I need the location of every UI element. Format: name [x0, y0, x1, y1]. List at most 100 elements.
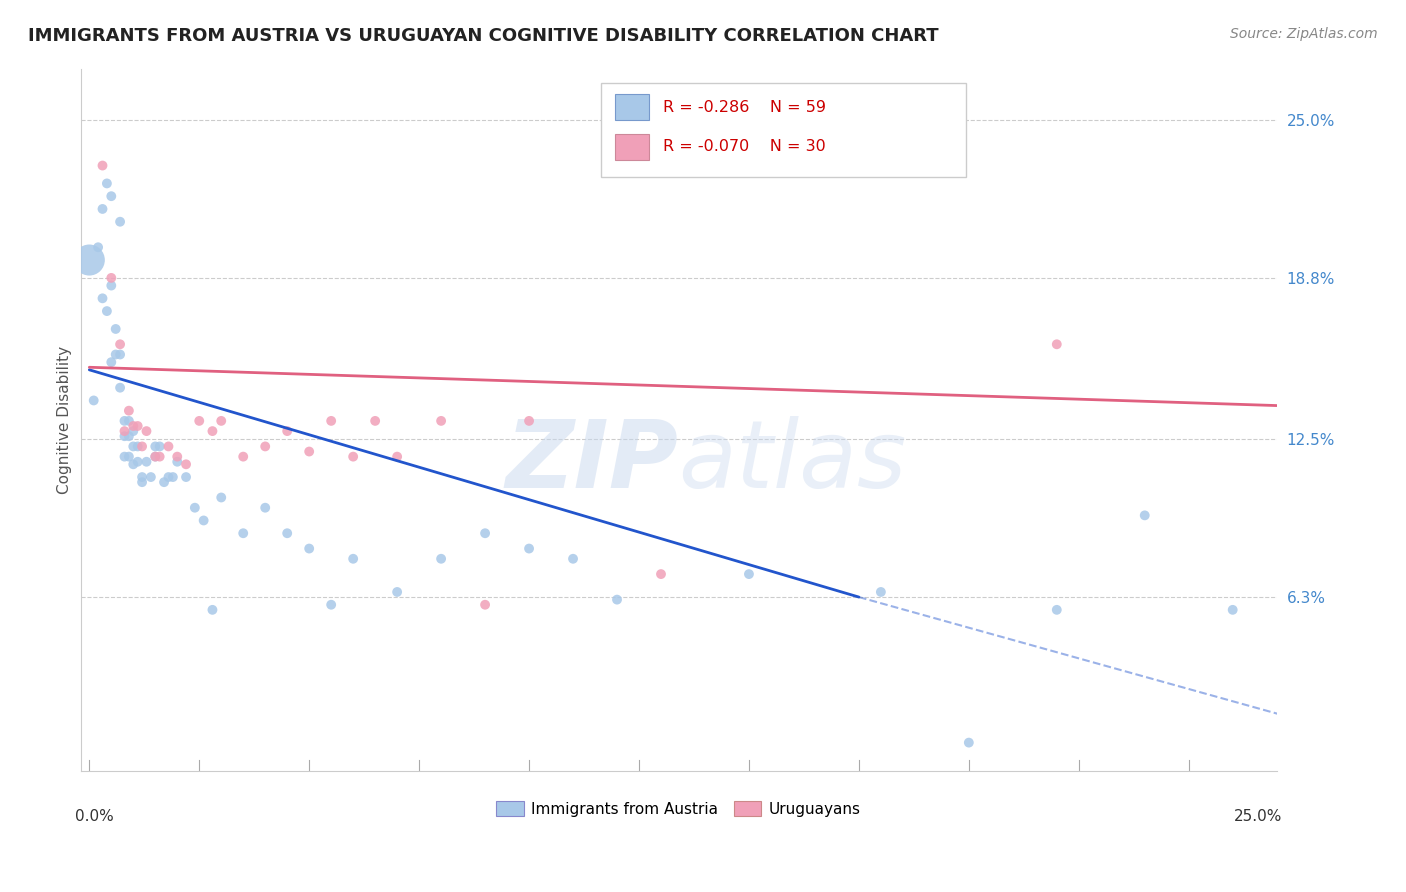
Point: [131, 470, 153, 484]
Point: [108, 381, 131, 395]
Text: R = -0.070    N = 30: R = -0.070 N = 30: [664, 139, 825, 154]
Point: [276, 526, 298, 541]
Point: [562, 551, 585, 566]
Point: [122, 419, 145, 434]
Point: [122, 439, 145, 453]
Point: [870, 585, 893, 599]
Point: [114, 414, 136, 428]
Y-axis label: Cognitive Disability: Cognitive Disability: [58, 345, 72, 493]
Point: [342, 450, 364, 464]
Point: [91, 159, 114, 173]
Point: [104, 322, 127, 336]
Point: [114, 450, 136, 464]
Point: [131, 439, 153, 453]
Point: [79, 253, 101, 268]
Legend: Immigrants from Austria, Uruguayans: Immigrants from Austria, Uruguayans: [491, 795, 868, 822]
Point: [298, 444, 321, 458]
Point: [957, 736, 980, 750]
Point: [118, 414, 141, 428]
Text: Source: ZipAtlas.com: Source: ZipAtlas.com: [1230, 27, 1378, 41]
Point: [143, 450, 166, 464]
Point: [118, 403, 141, 417]
Point: [385, 450, 408, 464]
Point: [174, 458, 197, 472]
Point: [96, 177, 118, 191]
Point: [1046, 337, 1069, 351]
Point: [342, 551, 364, 566]
Point: [131, 475, 153, 490]
Point: [127, 419, 149, 434]
Point: [254, 500, 277, 515]
Point: [114, 424, 136, 438]
Point: [127, 439, 149, 453]
Point: [135, 424, 157, 438]
Point: [83, 393, 105, 408]
Point: [122, 424, 145, 438]
Point: [108, 215, 131, 229]
FancyBboxPatch shape: [616, 134, 648, 161]
Point: [127, 455, 149, 469]
Point: [157, 439, 180, 453]
Point: [738, 567, 761, 582]
Text: ZIP: ZIP: [506, 416, 679, 508]
Point: [166, 450, 188, 464]
Point: [87, 240, 110, 254]
Point: [276, 424, 298, 438]
Point: [174, 470, 197, 484]
Point: [298, 541, 321, 556]
Point: [254, 439, 277, 453]
Text: R = -0.286    N = 59: R = -0.286 N = 59: [664, 100, 827, 115]
Point: [517, 414, 540, 428]
Point: [474, 526, 496, 541]
Point: [650, 567, 672, 582]
Point: [143, 439, 166, 453]
Point: [100, 278, 122, 293]
Point: [385, 585, 408, 599]
Point: [118, 450, 141, 464]
Text: 25.0%: 25.0%: [1234, 809, 1282, 824]
Point: [201, 424, 224, 438]
Point: [135, 455, 157, 469]
Point: [157, 470, 180, 484]
FancyBboxPatch shape: [616, 94, 648, 120]
Point: [209, 414, 232, 428]
Point: [108, 337, 131, 351]
Point: [143, 450, 166, 464]
Point: [118, 429, 141, 443]
Point: [139, 470, 162, 484]
Point: [149, 439, 172, 453]
Point: [104, 347, 127, 361]
Point: [108, 347, 131, 361]
Point: [430, 414, 453, 428]
Point: [1046, 603, 1069, 617]
Point: [201, 603, 224, 617]
Text: atlas: atlas: [679, 417, 907, 508]
Point: [321, 414, 343, 428]
Point: [474, 598, 496, 612]
Point: [606, 592, 628, 607]
Point: [1133, 508, 1156, 523]
Point: [321, 598, 343, 612]
Point: [517, 541, 540, 556]
Text: 0.0%: 0.0%: [75, 809, 114, 824]
Point: [153, 475, 176, 490]
Point: [96, 304, 118, 318]
Point: [232, 526, 254, 541]
Point: [122, 458, 145, 472]
Point: [100, 271, 122, 285]
Point: [91, 291, 114, 305]
Point: [166, 455, 188, 469]
Text: IMMIGRANTS FROM AUSTRIA VS URUGUAYAN COGNITIVE DISABILITY CORRELATION CHART: IMMIGRANTS FROM AUSTRIA VS URUGUAYAN COG…: [28, 27, 939, 45]
Point: [114, 429, 136, 443]
Point: [100, 189, 122, 203]
Point: [430, 551, 453, 566]
Point: [162, 470, 184, 484]
Point: [232, 450, 254, 464]
Point: [193, 513, 215, 527]
Point: [209, 491, 232, 505]
Point: [149, 450, 172, 464]
Point: [100, 355, 122, 369]
Point: [184, 500, 207, 515]
FancyBboxPatch shape: [600, 83, 966, 178]
Point: [188, 414, 211, 428]
